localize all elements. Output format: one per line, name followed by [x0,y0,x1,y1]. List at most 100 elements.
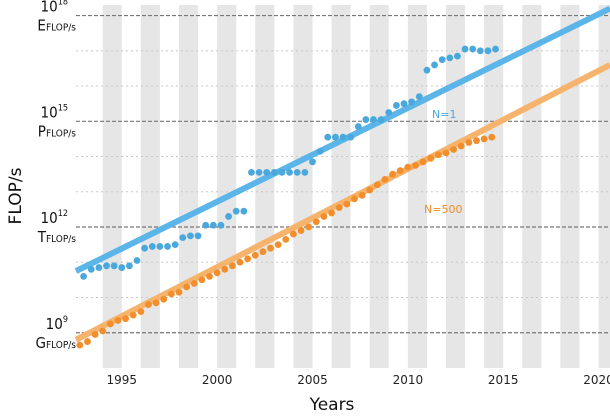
data-point-n500 [381,176,389,183]
year-band [522,5,542,368]
data-point-n500 [450,146,458,153]
data-point-n1 [232,207,240,215]
data-point-n500 [434,151,442,159]
data-point-n500 [251,251,259,259]
data-point-n500 [457,142,465,150]
x-tick-label: 2010 [393,373,424,387]
x-tick-label: 2020 [583,373,610,387]
data-point-n1 [400,100,408,108]
data-point-n1 [324,133,332,141]
data-point-n500 [366,186,374,194]
data-point-n1 [431,61,438,69]
data-point-n1 [240,207,248,215]
data-point-n1 [263,169,271,176]
data-point-n1 [423,66,431,74]
x-tick-label: 2000 [202,373,233,387]
data-point-n1 [309,158,316,166]
data-point-n1 [125,262,133,270]
data-point-n1 [148,243,156,250]
data-point-n1 [286,169,293,176]
data-point-n1 [362,116,370,123]
data-point-n1 [95,264,103,271]
data-point-n1 [301,169,309,176]
data-point-n1 [187,232,194,240]
data-point-n1 [393,102,400,109]
data-points [76,45,499,349]
trend-line-n500 [74,62,610,343]
data-point-n500 [305,223,313,231]
data-point-n500 [236,258,244,266]
data-point-n500 [373,181,381,189]
series-label-n500: N=500 [424,203,462,216]
data-point-n500 [396,167,404,175]
data-point-n1 [164,243,171,250]
data-point-n1 [225,213,232,220]
data-point-n500 [122,315,129,323]
y-tick-unit: EFLOP/s [37,17,76,35]
data-point-n1 [171,241,179,249]
data-point-n1 [118,264,126,271]
y-tick-power: 1018 [41,0,68,16]
data-point-n500 [91,331,99,338]
year-band [178,5,199,368]
data-point-n500 [427,154,435,162]
data-point-n500 [137,308,145,316]
data-point-n500 [106,320,114,328]
data-point-n1 [217,221,225,229]
data-point-n500 [335,204,343,212]
y-tick-power: 1015 [41,103,68,121]
data-point-n500 [465,139,473,146]
data-point-n500 [267,244,274,252]
data-point-n500 [198,276,206,284]
year-band [484,5,504,368]
data-point-n1 [209,221,217,229]
data-point-n1 [469,45,477,53]
year-bands [102,5,610,368]
data-point-n500 [389,170,396,178]
data-point-n1 [156,243,164,250]
data-point-n1 [87,265,95,273]
data-point-n1 [370,116,377,123]
data-point-n1 [248,169,255,176]
data-point-n1 [194,232,202,240]
y-tick-unit: TFLOP/s [37,228,77,246]
data-point-n500 [312,218,320,226]
data-point-n500 [114,317,122,324]
data-point-n500 [152,299,160,307]
data-point-n1 [255,169,263,176]
data-point-n1 [347,133,355,141]
data-point-n500 [190,280,198,287]
year-band [598,5,610,368]
year-band [293,5,313,368]
data-point-n1 [461,45,469,53]
data-point-n500 [145,301,152,308]
data-point-n500 [228,262,236,270]
series-labels: N=1 N=500 [424,108,462,216]
x-axis-title: Years [309,395,355,415]
year-band [255,5,275,368]
data-point-n500 [221,265,229,273]
data-point-n500 [213,269,221,277]
data-point-n500 [129,311,137,319]
data-point-n500 [183,283,191,291]
year-band [560,5,580,368]
data-point-n500 [99,327,107,335]
data-point-n1 [354,123,362,130]
data-point-n500 [274,241,282,249]
y-tick-unit: PFLOP/s [38,122,77,140]
data-point-n1 [278,169,286,176]
data-point-n500 [259,248,267,256]
year-band [445,5,466,368]
data-point-n500 [297,227,305,234]
data-point-n1 [103,262,110,270]
year-band [102,5,122,368]
data-point-n1 [492,45,499,53]
series-label-n1: N=1 [432,108,456,121]
x-tick-label: 1995 [106,373,137,387]
y-axis-title: FLOP/s [6,167,26,224]
data-point-n500 [351,195,358,203]
x-tick-label: 2005 [297,373,328,387]
